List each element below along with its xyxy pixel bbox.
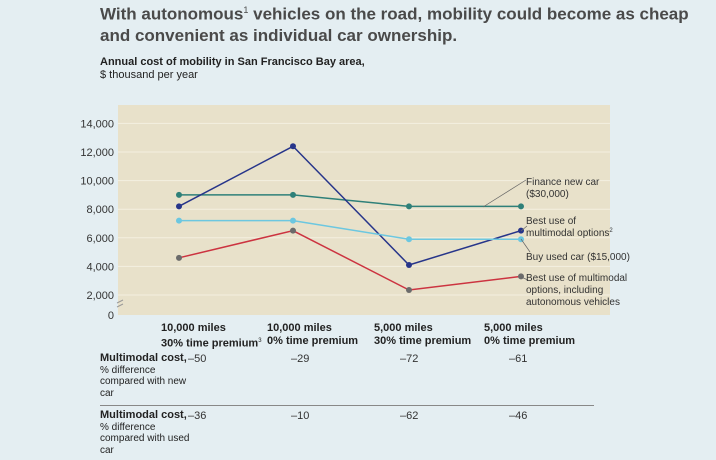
- title-text: With autonomous: [100, 4, 244, 24]
- category-line1: 5,000 miles: [484, 322, 543, 334]
- category-line1: 10,000 miles: [161, 322, 226, 334]
- chart-subtitle: Annual cost of mobility in San Francisco…: [100, 56, 365, 68]
- y-tick-label: 2,000: [86, 290, 114, 302]
- row-label-bold: Multimodal cost,: [100, 409, 187, 421]
- table-cell: –46: [509, 410, 528, 422]
- chart-title: With autonomous1 vehicles on the road, m…: [100, 0, 700, 46]
- data-point: [290, 191, 296, 198]
- category-line2: 30% time premium: [161, 337, 259, 350]
- y-tick-label: 0: [108, 310, 114, 322]
- table-cell: –62: [400, 410, 419, 422]
- series-line: [179, 194, 521, 208]
- category-line2: 0% time premium: [267, 335, 359, 347]
- leader-line: [482, 179, 527, 208]
- table-divider: [100, 405, 594, 406]
- data-point: [406, 261, 412, 268]
- legend-label-finance-new-car: Finance new car ($30,000): [526, 177, 600, 200]
- title-text-rest: vehicles on the road, mobility could bec…: [100, 4, 689, 45]
- category-line2: 30% time premium: [374, 335, 472, 347]
- title-footnote: 1: [243, 5, 249, 15]
- x-category-label: 5,000 miles 0% time premium: [484, 322, 575, 348]
- y-tick-label: 10,000: [80, 176, 114, 188]
- y-tick-label: 12,000: [80, 147, 114, 159]
- data-point: [290, 143, 296, 150]
- data-point: [176, 254, 182, 261]
- table-cell: –36: [188, 410, 207, 422]
- data-point: [176, 203, 182, 210]
- y-tick-label: 6,000: [86, 233, 114, 245]
- footnote-marker: 3: [258, 338, 262, 344]
- y-unit-label: $ thousand per year: [100, 69, 198, 81]
- table-cell: –61: [509, 353, 528, 365]
- table-cell: –29: [291, 353, 310, 365]
- x-category-label: 10,000 miles 0% time premium: [267, 322, 358, 348]
- data-point: [290, 217, 296, 224]
- series-line: [178, 145, 522, 266]
- data-point: [176, 191, 182, 198]
- data-point: [290, 227, 296, 234]
- series-line: [178, 229, 522, 291]
- row-label-bold: Multimodal cost,: [100, 352, 187, 364]
- category-line1: 5,000 miles: [374, 322, 433, 334]
- data-point: [406, 236, 412, 243]
- category-line1: 10,000 miles: [267, 322, 332, 334]
- y-tick-label: 8,000: [86, 204, 114, 216]
- data-point: [406, 203, 412, 210]
- data-point: [176, 217, 182, 224]
- legend-label-used-car: Buy used car ($15,000): [526, 252, 630, 263]
- leader-line: [520, 225, 528, 232]
- table-row-label: Multimodal cost,% difference compared wi…: [100, 409, 190, 456]
- y-tick-label: 4,000: [86, 261, 114, 273]
- table-cell: –50: [188, 353, 207, 365]
- data-point: [406, 286, 412, 293]
- leader-line: [520, 238, 531, 253]
- table-cell: –72: [400, 353, 419, 365]
- x-category-label: 5,000 miles 30% time premium: [374, 322, 471, 348]
- data-point: [518, 273, 524, 280]
- series-line: [179, 219, 521, 240]
- y-tick-label: 14,000: [80, 118, 114, 130]
- table-row-label: Multimodal cost,% difference compared wi…: [100, 352, 190, 399]
- category-line2: 0% time premium: [484, 335, 576, 347]
- x-category-label: 10,000 miles 30% time premium3: [161, 322, 262, 351]
- table-cell: –10: [291, 410, 310, 422]
- data-point: [518, 203, 524, 210]
- row-label-detail: % difference compared with new car: [100, 364, 187, 399]
- leader-line: [520, 276, 529, 281]
- legend-label-multimodal: Best use of multimodal options2: [526, 216, 613, 239]
- axis-break-mark: [116, 299, 124, 308]
- legend-label-autonomous: Best use of multimodal options, including…: [526, 273, 627, 308]
- row-label-detail: % difference compared with used car: [100, 421, 190, 456]
